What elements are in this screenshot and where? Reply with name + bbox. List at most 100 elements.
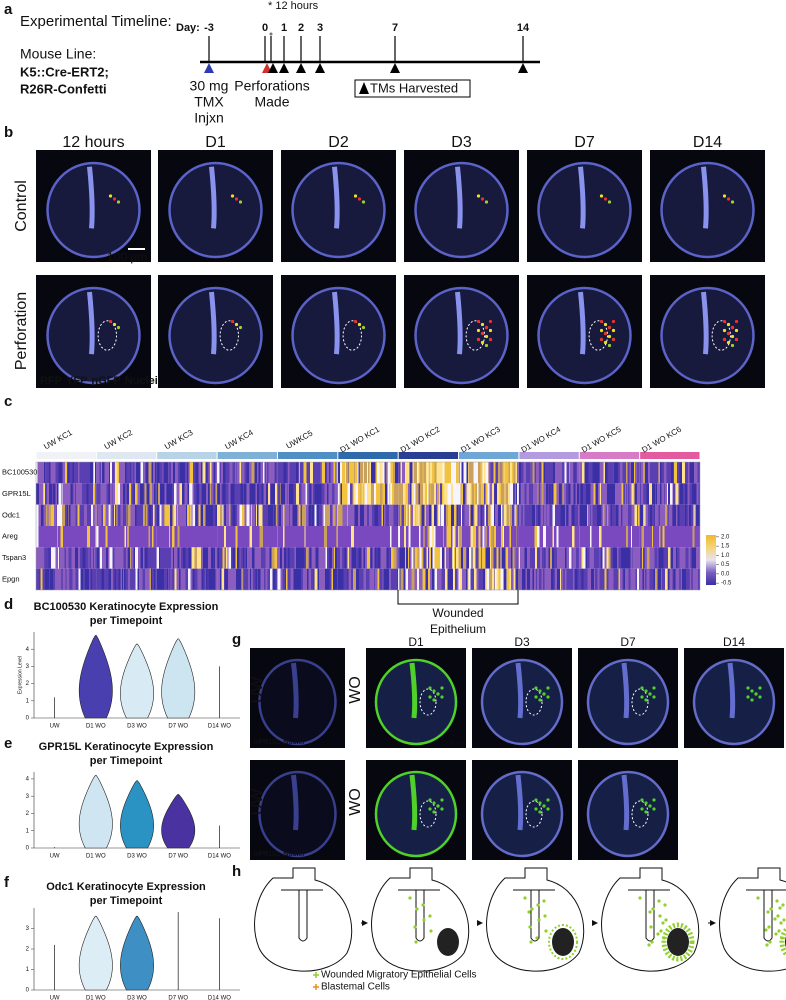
cell-signal (480, 331, 485, 336)
manubrium (621, 774, 630, 831)
wound-outline (419, 800, 437, 828)
cell-signal (488, 328, 493, 333)
manubrium (628, 889, 670, 942)
cell-signal (730, 325, 735, 330)
heatmap-cell (398, 504, 459, 526)
heatmap-cell (337, 504, 399, 526)
heatmap-cell (217, 547, 278, 569)
cell-signal (640, 807, 644, 811)
cluster-bar (459, 452, 519, 459)
cell-signal (726, 197, 731, 201)
cell-signal (538, 698, 542, 702)
column-header: D14 (723, 635, 745, 649)
cluster-label: D1 WO KC2 (399, 424, 442, 454)
heatmap-cell (217, 526, 278, 548)
manubrium (209, 166, 217, 229)
heatmap-frame (35, 461, 701, 591)
heatmap-cell (36, 547, 97, 569)
violin-title: Odc1 Keratinocyte Expression (46, 881, 206, 893)
x-tick-label: D1 WO (86, 724, 106, 730)
arrow-head (592, 920, 598, 926)
cell-signal (112, 197, 117, 201)
cell-signal (440, 695, 444, 699)
violin-title: GPR15L Keratinocyte Expression (39, 741, 214, 753)
colorbar-tick-label: 0.0 (721, 571, 730, 577)
heatmap-cell (217, 568, 278, 590)
mouse-strain: K5::Cre-ERT2; (20, 64, 109, 79)
harvest-label: TMs Harvested (370, 80, 458, 95)
cell-signal (644, 689, 648, 693)
arrow-head (362, 920, 368, 926)
cell-signal (432, 801, 436, 805)
migratory-cell (651, 907, 655, 911)
gene-label: Areg (2, 532, 18, 541)
perforation-label: Made (254, 94, 289, 110)
bracket-label: Epithelium (430, 622, 486, 636)
half-day-marker (269, 32, 273, 36)
cell-signal (603, 322, 608, 327)
x-tick-label: D3 WO (127, 724, 147, 730)
manubrium (209, 291, 217, 355)
cell-signal (644, 801, 648, 805)
panel-letter: h (232, 863, 241, 880)
y-tick-label: 2 (26, 681, 30, 687)
migratory-cell (523, 896, 527, 900)
cluster-label: UW KC3 (163, 428, 195, 452)
harvest-marker (296, 63, 306, 73)
cell-signal (734, 319, 739, 324)
cluster-label: D1 WO KC4 (520, 424, 563, 454)
violin (120, 643, 154, 719)
day-number: 0 (262, 22, 268, 34)
migratory-cell (537, 918, 541, 922)
heatmap-cell (277, 568, 338, 590)
wound-halo (548, 924, 578, 960)
cell-signal (746, 695, 750, 699)
heatmap-cell (277, 483, 338, 505)
cell-signal (726, 322, 731, 327)
cell-signal (611, 328, 616, 333)
row-label: Perforation (13, 292, 30, 370)
migratory-cell (414, 940, 418, 944)
manubrium (332, 291, 340, 355)
gene-label: Tspan3 (2, 553, 26, 562)
scale-bar-label: 100 µm (446, 741, 463, 747)
cluster-label: D1 WO KC5 (580, 424, 623, 454)
violin-title: per Timepoint (90, 755, 163, 767)
heatmap-cell (518, 547, 580, 569)
cell-signal (116, 325, 121, 330)
timeline-note: * 12 hours (268, 0, 319, 12)
cell-signal (428, 798, 432, 802)
manubrium (281, 889, 323, 942)
cell-signal (734, 337, 739, 342)
x-tick-label: D7 WO (168, 724, 188, 730)
cell-signal (611, 319, 616, 324)
migratory-cell (536, 903, 540, 907)
column-header: D1 (205, 134, 226, 151)
colorbar-tick-label: 2.0 (721, 534, 730, 540)
cell-signal (538, 689, 542, 693)
cell-signal (476, 337, 481, 342)
bracket-label: Wounded (432, 606, 483, 620)
heatmap-cell (337, 483, 399, 505)
manubrium (87, 291, 95, 355)
cell-signal (754, 692, 758, 696)
wound-outline (342, 320, 362, 351)
migratory-cell (638, 896, 642, 900)
cell-signal (476, 319, 481, 324)
row-label: UW (249, 676, 266, 704)
cell-signal (607, 325, 612, 330)
cell-signal (652, 695, 656, 699)
column-header: D7 (620, 635, 636, 649)
cell-signal (734, 328, 739, 333)
violin-title: BC100530 Keratinocyte Expression (34, 601, 219, 613)
cell-signal (538, 810, 542, 814)
cell-signal (644, 698, 648, 702)
column-header: D14 (693, 134, 722, 151)
arrow-head (477, 920, 483, 926)
manubrium (578, 291, 586, 355)
channel-label: Nuclei (125, 375, 158, 387)
cell-signal (238, 200, 243, 204)
heatmap-cell (96, 462, 157, 484)
channel-label: GPR15L (253, 851, 281, 858)
channel-label: YFP (66, 375, 87, 387)
